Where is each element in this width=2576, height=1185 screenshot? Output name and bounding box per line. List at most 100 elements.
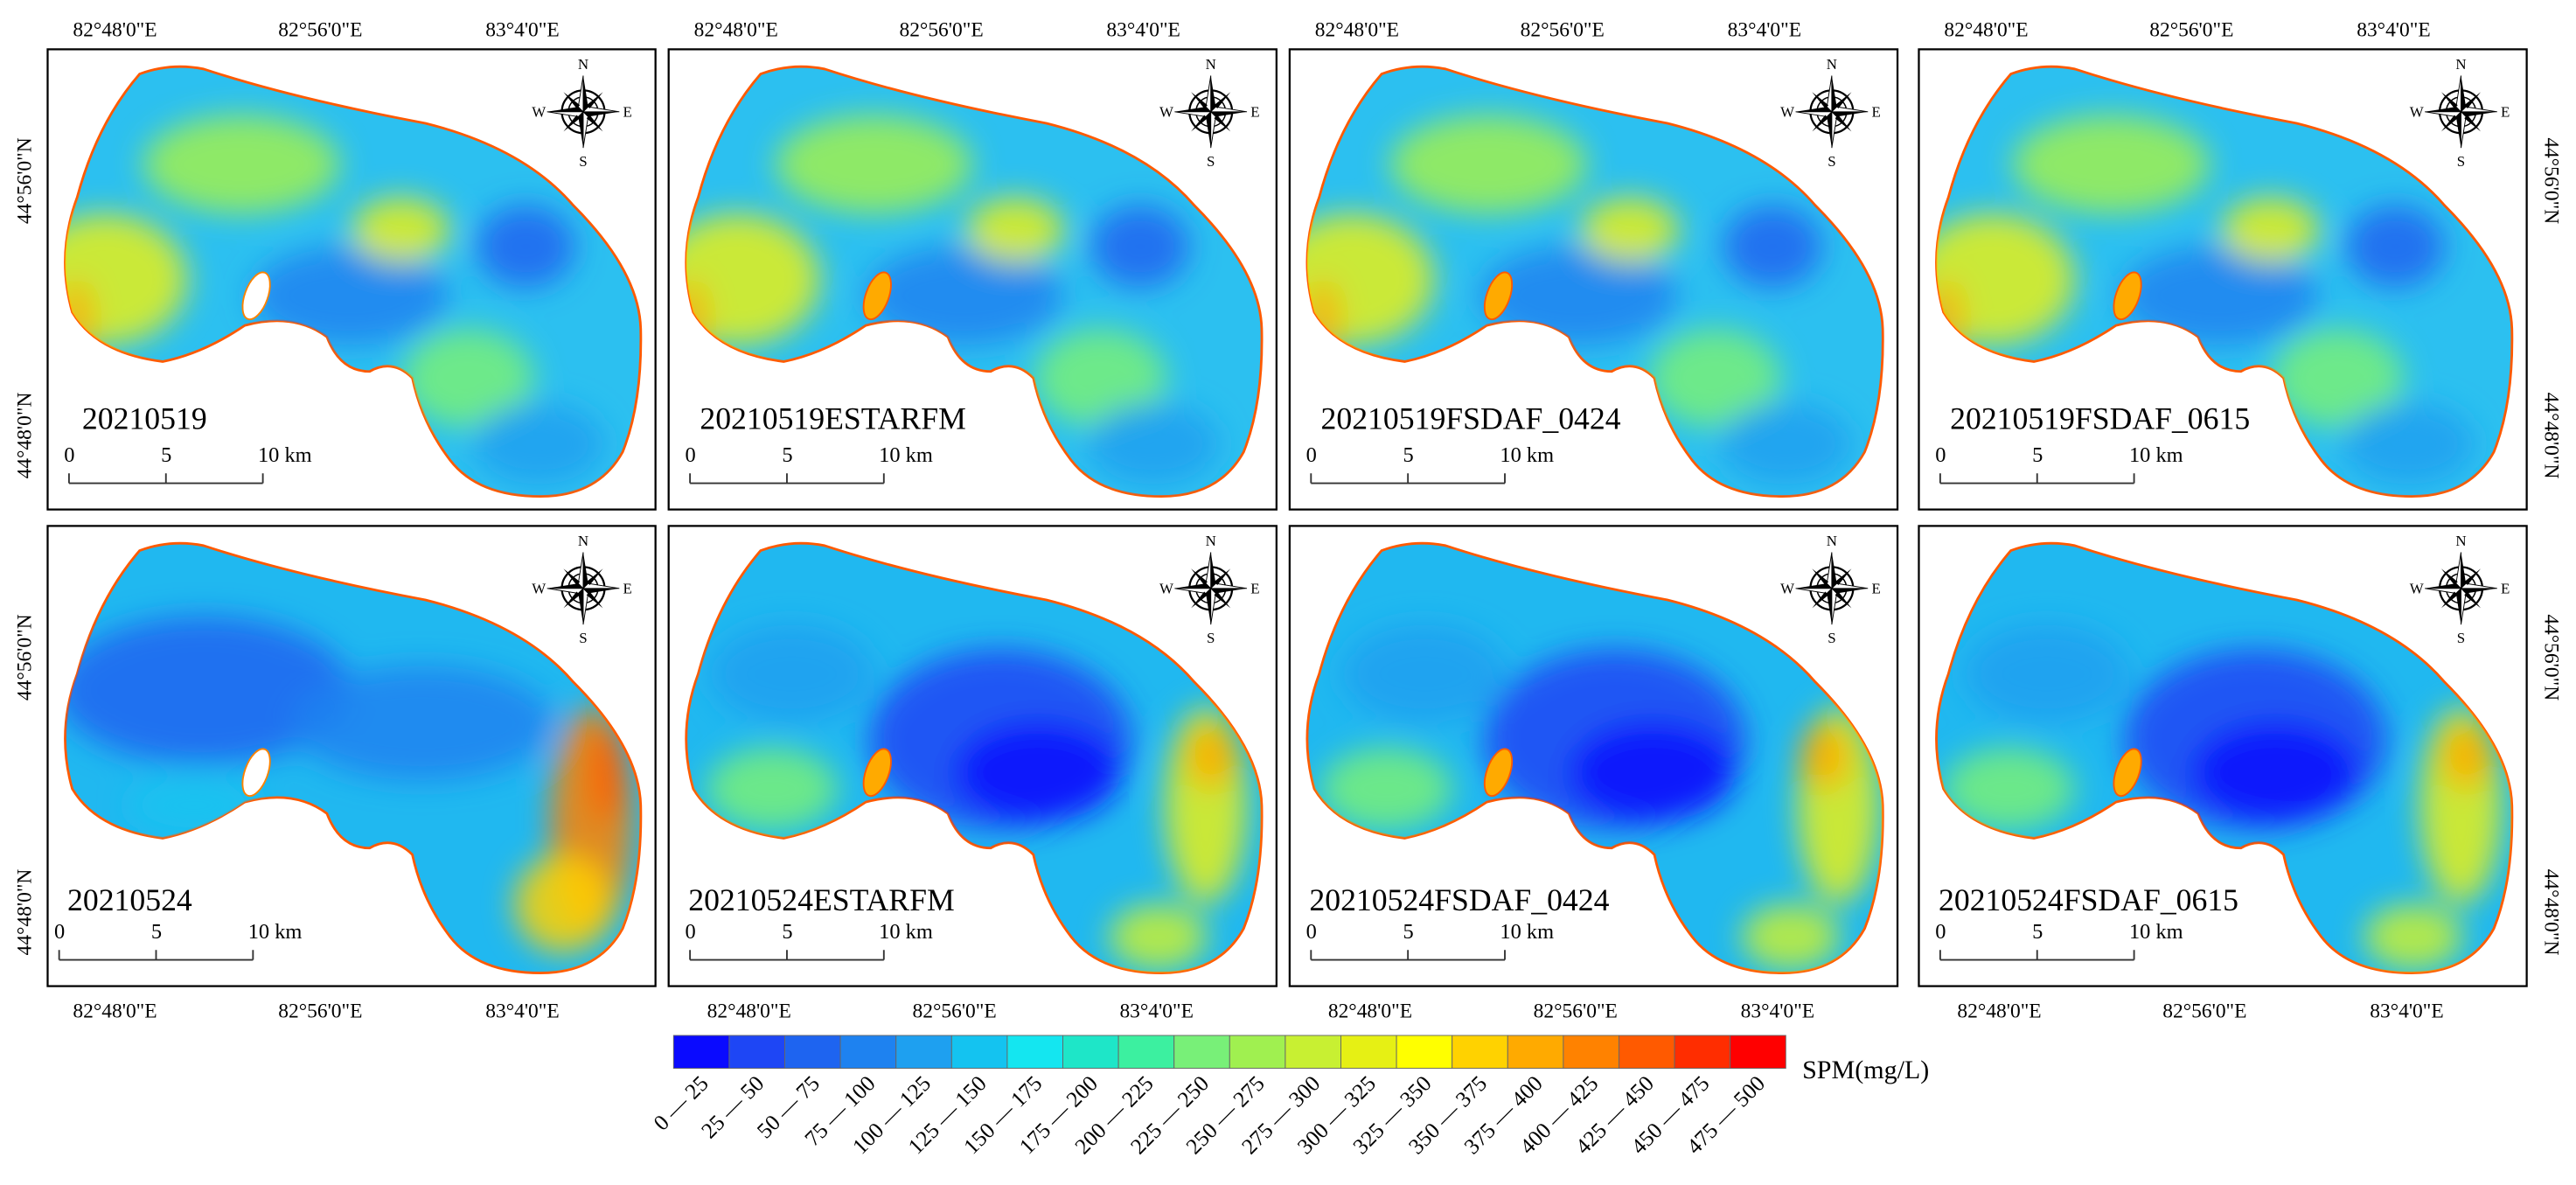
- legend-swatch: [839, 1035, 897, 1070]
- lat-label: 44°48'0"N: [2539, 393, 2562, 479]
- texture-blob: [1389, 115, 1587, 214]
- lon-label: 82°56'0"E: [913, 1000, 997, 1022]
- lon-label: 82°56'0"E: [278, 1000, 362, 1022]
- lat-label: 44°48'0"N: [14, 869, 37, 956]
- compass-n: N: [1206, 56, 1216, 73]
- compass-s: S: [579, 630, 587, 646]
- compass: N S E W: [1159, 56, 1260, 170]
- compass: N S E W: [1780, 56, 1881, 170]
- lon-label: 82°48'0"E: [707, 1000, 791, 1022]
- texture-blob: [352, 197, 450, 263]
- island: [862, 271, 892, 321]
- compass-w: W: [1780, 580, 1794, 596]
- lake-texture: [1943, 624, 2503, 970]
- legend-swatch: [1340, 1035, 1397, 1070]
- texture-blob: [706, 748, 839, 831]
- texture-blob: [1320, 748, 1452, 831]
- scale-label: 0: [685, 920, 695, 944]
- scale-label: 10 km: [248, 920, 303, 944]
- lon-label: 83°4'0"E: [1106, 18, 1180, 41]
- texture-blob: [965, 197, 1065, 263]
- lake-texture: [706, 624, 1248, 970]
- scale-label: 0: [685, 443, 695, 467]
- scale-bar: 0 5 10 km: [54, 920, 303, 961]
- texture-blob: [1741, 903, 1841, 970]
- lon-label: 82°56'0"E: [1521, 18, 1605, 41]
- compass-w: W: [1159, 580, 1173, 596]
- compass-e: E: [623, 580, 632, 596]
- texture-blobs: [1320, 624, 1880, 970]
- compass-n: N: [578, 533, 588, 549]
- scale-label: 5: [1403, 920, 1414, 944]
- legend-swatch: [1173, 1035, 1230, 1070]
- texture-blob: [2364, 903, 2463, 970]
- scale-label: 10 km: [879, 443, 933, 467]
- texture-blob: [65, 213, 188, 345]
- compass: N S E W: [532, 56, 632, 170]
- texture-blob: [290, 666, 554, 781]
- legend-swatch: [1117, 1035, 1175, 1070]
- map-panel: N S E W 20210519 0 5 10 km: [46, 48, 657, 511]
- legend-swatch: [950, 1035, 1008, 1070]
- texture-blob: [1342, 624, 1507, 723]
- lat-label: 44°56'0"N: [14, 137, 37, 224]
- texture-blob: [1965, 624, 2129, 723]
- panel-label: 20210524: [67, 882, 192, 917]
- lake: [64, 541, 643, 974]
- compass-s: S: [579, 153, 587, 170]
- compass-n: N: [1827, 56, 1837, 73]
- lon-label: 82°56'0"E: [2149, 18, 2233, 41]
- texture-blob: [1943, 748, 2075, 831]
- lake-texture: [1320, 624, 1880, 970]
- texture-blob: [956, 722, 1121, 822]
- legend-swatch: [1674, 1035, 1731, 1070]
- lon-label: 83°4'0"E: [485, 18, 559, 41]
- compass-s: S: [1207, 630, 1215, 646]
- map-panels: N S E W 20210519 0 5 10 km 82°48'0"E 82°56'0"E 83°…: [14, 18, 2563, 1022]
- compass-n: N: [2455, 533, 2466, 549]
- legend-swatch: [672, 1035, 730, 1070]
- legend-swatch: [1062, 1035, 1119, 1070]
- legend-swatch: [1452, 1035, 1508, 1070]
- map-panel: N S E W 20210524ESTARFM 0 5 10 km: [667, 525, 1278, 987]
- compass-w: W: [532, 103, 546, 120]
- lat-label: 44°48'0"N: [2539, 869, 2562, 956]
- lon-label: 82°56'0"E: [1534, 1000, 1618, 1022]
- lon-label: 83°4'0"E: [2357, 18, 2430, 41]
- lake: [1305, 541, 1884, 974]
- legend-title: SPM(mg/L): [1802, 1055, 1929, 1084]
- compass-w: W: [2410, 580, 2424, 596]
- legend-swatch: [1507, 1035, 1564, 1070]
- texture-blob: [1087, 402, 1220, 485]
- scale-label: 0: [1306, 443, 1317, 467]
- lake: [1305, 65, 1884, 498]
- scale-label: 5: [2032, 920, 2043, 944]
- legend-swatch: [1006, 1035, 1063, 1070]
- texture-blob: [775, 115, 973, 214]
- scale-label: 10 km: [1500, 443, 1554, 467]
- texture-blob: [65, 616, 352, 764]
- scale-label: 10 km: [1500, 920, 1554, 944]
- legend-swatch: [1285, 1035, 1341, 1070]
- legend-swatch: [1619, 1035, 1675, 1070]
- texture-blob: [1186, 722, 1236, 790]
- scale-label: 10 km: [2129, 920, 2183, 944]
- compass-s: S: [1828, 153, 1835, 170]
- lon-label: 82°48'0"E: [1957, 1000, 2041, 1022]
- scale-label: 10 km: [879, 920, 933, 944]
- scale-bar: 0 5 10 km: [1935, 920, 2183, 961]
- compass-e: E: [2501, 103, 2510, 120]
- texture-blob: [1570, 722, 1736, 822]
- lon-label: 83°4'0"E: [485, 1000, 559, 1022]
- texture-blob: [251, 246, 449, 345]
- texture-blob: [1649, 328, 1781, 428]
- texture-blob: [514, 854, 613, 954]
- scale-label: 5: [782, 920, 792, 944]
- compass: N S E W: [1159, 533, 1260, 646]
- lon-label: 83°4'0"E: [2370, 1000, 2443, 1022]
